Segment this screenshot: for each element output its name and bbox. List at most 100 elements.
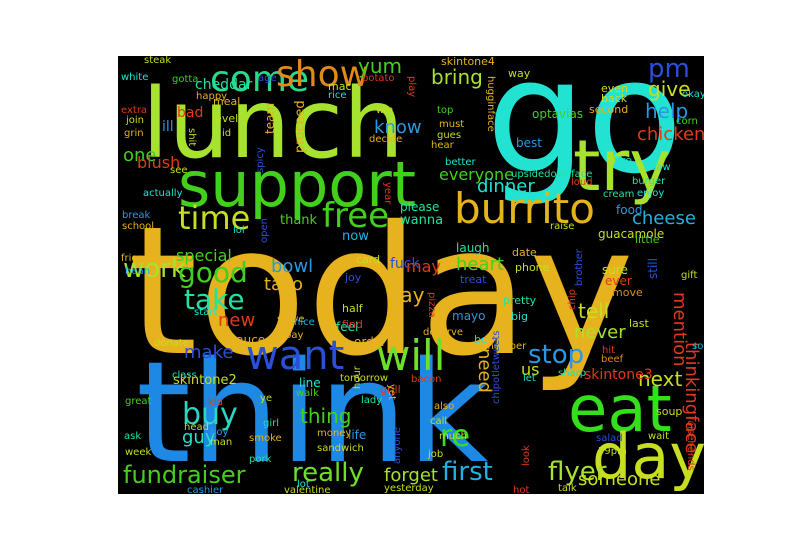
word-blush: blush bbox=[137, 153, 181, 172]
word-salad: salad bbox=[596, 433, 623, 444]
word-gues: gues bbox=[437, 130, 462, 141]
word-half: half bbox=[342, 302, 363, 315]
word-re: re bbox=[440, 419, 471, 454]
word-want: want bbox=[246, 333, 345, 379]
word-rice: rice bbox=[328, 90, 347, 101]
word-special: special bbox=[176, 246, 232, 265]
word-time: time bbox=[178, 199, 251, 237]
word-mayo: mayo bbox=[452, 309, 486, 323]
word-pay: pay bbox=[285, 330, 304, 341]
word-back: back bbox=[601, 92, 628, 105]
word-mac: mac bbox=[328, 80, 352, 93]
word-year: year bbox=[382, 182, 393, 205]
word-bring: bring bbox=[431, 65, 483, 89]
word-lot: lot bbox=[297, 479, 310, 490]
word-flyer: flyer bbox=[548, 457, 607, 487]
word-tomorrow: tomorrow bbox=[340, 373, 389, 384]
word-new: new bbox=[218, 310, 256, 331]
word-job: job bbox=[428, 449, 444, 460]
word-someone: someone bbox=[578, 469, 661, 490]
word-first: first bbox=[442, 457, 493, 487]
word-yum: yum bbox=[358, 56, 402, 78]
word-laugh: laugh bbox=[456, 241, 490, 255]
word-gotta: gotta bbox=[172, 74, 199, 85]
word-forget: forget bbox=[384, 465, 438, 486]
word-ask: ask bbox=[124, 431, 142, 442]
word-cloud: today think go lunch support try eat day burrito… bbox=[118, 56, 704, 494]
word-grin: grin bbox=[124, 128, 144, 139]
word-upsidedownface: upsidedownface bbox=[511, 169, 593, 180]
word-food: food bbox=[616, 203, 643, 217]
word-valentine: valentine bbox=[284, 485, 331, 495]
word-will: will bbox=[376, 331, 446, 380]
word-cream: cream bbox=[603, 189, 635, 200]
word-raise: raise bbox=[550, 221, 575, 232]
word-order: order bbox=[354, 335, 386, 349]
word-cheddar: cheddar bbox=[195, 77, 253, 93]
word-second: second bbox=[589, 103, 629, 116]
word-way: way bbox=[508, 67, 531, 80]
word-remember: remember bbox=[474, 341, 527, 352]
word-bacon: bacon bbox=[411, 374, 442, 385]
word-sauce: sauce bbox=[230, 333, 266, 347]
word-guacamole: guacamole bbox=[598, 227, 665, 241]
word-sharp: sharp bbox=[558, 368, 587, 379]
word-optavias: optavias bbox=[532, 107, 584, 121]
word-head: head bbox=[184, 422, 209, 433]
word-still: still bbox=[646, 258, 660, 279]
word-know: know bbox=[374, 117, 422, 138]
word-thing: thing bbox=[300, 404, 352, 428]
word-cashier: cashier bbox=[187, 485, 224, 495]
word-level: level bbox=[212, 112, 239, 125]
word-man: man bbox=[210, 437, 233, 448]
word-pork: pork bbox=[249, 454, 272, 465]
word-sob: sob bbox=[692, 341, 704, 352]
word-lady: lady bbox=[361, 395, 383, 406]
word-bean: bean bbox=[125, 266, 150, 277]
word-guy: guy bbox=[182, 427, 216, 448]
word-soup: soup bbox=[656, 405, 683, 418]
word-age: age bbox=[258, 73, 277, 84]
word-fundraiser: fundraiser bbox=[123, 461, 246, 489]
word-spicy: spicy bbox=[255, 147, 266, 173]
word-say: say bbox=[390, 283, 425, 307]
word-play: play bbox=[406, 76, 417, 98]
word-big: big bbox=[511, 310, 529, 323]
word-stop: stop bbox=[528, 340, 585, 370]
word-great: great bbox=[125, 396, 152, 407]
word-steak: steak bbox=[144, 56, 172, 66]
word-money: money bbox=[317, 428, 352, 439]
word-anyone: anyone bbox=[392, 427, 403, 464]
word-kid: kid bbox=[208, 397, 223, 408]
word-hugginface: hugginface bbox=[485, 76, 496, 132]
word-walk: walk bbox=[296, 388, 319, 399]
word-ye: ye bbox=[260, 393, 273, 404]
word-give: give bbox=[648, 77, 691, 101]
word-beef: beef bbox=[601, 354, 624, 365]
word-donate: donate bbox=[154, 338, 190, 349]
word-girl: girl bbox=[263, 418, 280, 429]
word-meal: meal bbox=[213, 95, 241, 108]
word-okay: okay bbox=[682, 89, 704, 100]
word-white: white bbox=[121, 72, 149, 83]
word-move: move bbox=[612, 286, 643, 299]
word-chicken: chicken bbox=[637, 124, 704, 145]
word-line: line bbox=[299, 376, 321, 390]
word-saw: saw bbox=[651, 162, 671, 173]
word-boy: boy bbox=[210, 427, 229, 438]
word-work: work bbox=[123, 254, 186, 284]
word-ever: ever bbox=[605, 274, 632, 288]
word-happy: happy bbox=[196, 91, 228, 102]
word-everyone: everyone bbox=[439, 165, 514, 184]
word-us: us bbox=[521, 360, 540, 379]
word-break: break bbox=[122, 210, 151, 221]
word-see: see bbox=[170, 165, 188, 176]
word-fuck: fuck bbox=[390, 256, 420, 272]
word-cheese: cheese bbox=[632, 208, 696, 229]
word-lol: lol bbox=[233, 225, 245, 236]
word-heart: heart bbox=[456, 254, 504, 275]
word-dinner: dinner bbox=[477, 176, 535, 197]
word-skintone3: skintone3 bbox=[584, 367, 653, 383]
word-best: best bbox=[516, 136, 542, 150]
word-hit: hit bbox=[602, 345, 616, 356]
